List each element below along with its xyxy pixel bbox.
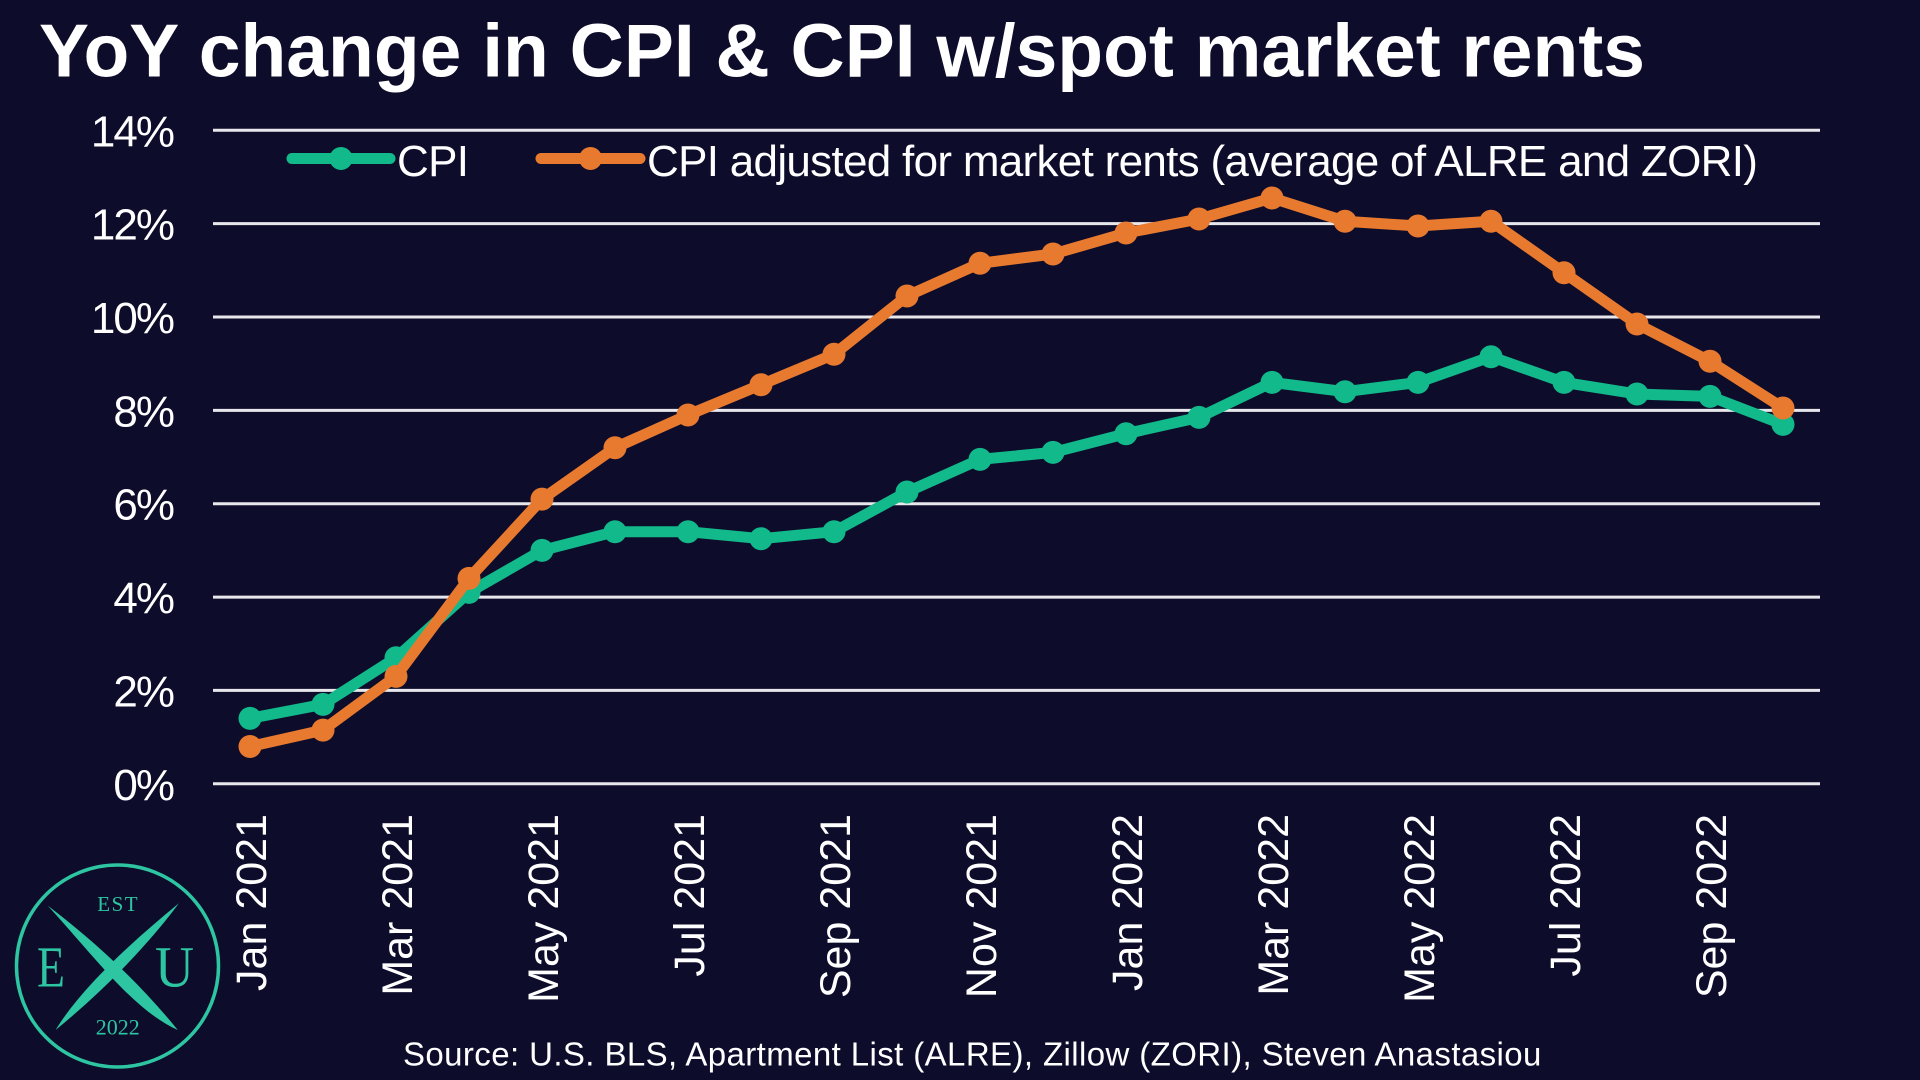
- svg-text:Mar 2021: Mar 2021: [374, 814, 422, 996]
- svg-text:May 2021: May 2021: [520, 814, 568, 1003]
- svg-text:2%: 2%: [113, 667, 173, 716]
- svg-text:Sep 2022: Sep 2022: [1688, 814, 1736, 998]
- svg-text:EST: EST: [97, 892, 139, 916]
- svg-text:Source: U.S. BLS, Apartment Li: Source: U.S. BLS, Apartment List (ALRE),…: [403, 1036, 1542, 1073]
- svg-text:YoY change in CPI & CPI w/spot: YoY change in CPI & CPI w/spot market re…: [39, 8, 1645, 92]
- svg-text:Jul 2022: Jul 2022: [1542, 814, 1590, 977]
- svg-text:8%: 8%: [113, 387, 173, 436]
- svg-text:E: E: [37, 935, 65, 1000]
- svg-text:Nov 2021: Nov 2021: [958, 814, 1006, 998]
- svg-text:0%: 0%: [113, 761, 173, 810]
- svg-text:10%: 10%: [91, 294, 174, 343]
- svg-text:Jan 2022: Jan 2022: [1104, 814, 1152, 991]
- svg-text:6%: 6%: [113, 481, 173, 530]
- svg-text:May 2022: May 2022: [1396, 814, 1444, 1003]
- svg-text:4%: 4%: [113, 574, 173, 623]
- svg-text:12%: 12%: [91, 201, 174, 250]
- svg-text:CPI adjusted for market rents: CPI adjusted for market rents (average o…: [647, 137, 1757, 186]
- svg-text:Jan 2021: Jan 2021: [228, 814, 276, 991]
- svg-text:CPI: CPI: [397, 137, 468, 186]
- svg-text:14%: 14%: [91, 107, 174, 156]
- svg-text:U: U: [155, 935, 194, 1000]
- svg-text:Mar 2022: Mar 2022: [1250, 814, 1298, 996]
- svg-text:Jul 2021: Jul 2021: [666, 814, 714, 977]
- svg-text:2022: 2022: [96, 1014, 140, 1039]
- svg-text:Sep 2021: Sep 2021: [812, 814, 860, 998]
